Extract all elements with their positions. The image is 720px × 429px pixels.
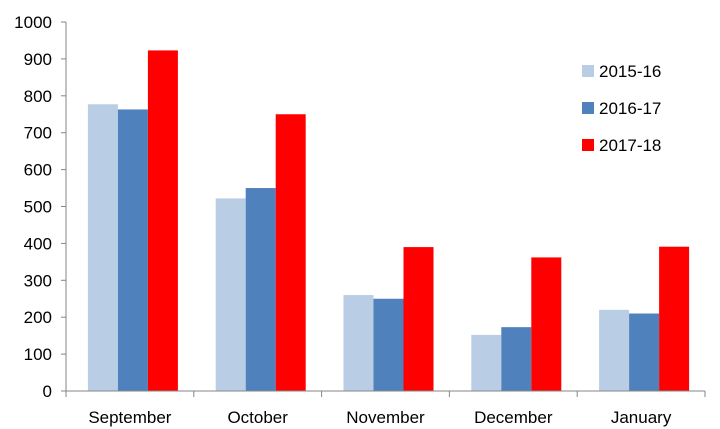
y-tick-label: 200: [24, 308, 52, 327]
bar-2015-16-january: [599, 309, 630, 391]
bar-2016-17-october: [245, 188, 276, 391]
x-tick-label: November: [346, 408, 425, 427]
y-tick-label: 500: [24, 198, 52, 217]
bar-2015-16-october: [215, 198, 246, 391]
legend-swatch: [582, 65, 594, 77]
legend-swatch: [582, 102, 594, 114]
x-tick-label: January: [611, 408, 672, 427]
bar-2016-17-january: [629, 313, 660, 391]
bar-2017-18-october: [275, 114, 306, 391]
bar-2015-16-november: [343, 295, 374, 391]
x-axis-ticks: September October November December January: [65, 391, 706, 427]
y-tick-label: 900: [24, 50, 52, 69]
y-tick-label: 1000: [14, 13, 52, 32]
bar-2017-18-december: [531, 257, 562, 391]
y-tick-label: 0: [43, 382, 52, 401]
legend-swatch: [582, 139, 594, 151]
y-tick-label: 100: [24, 345, 52, 364]
legend-label: 2016-17: [599, 99, 661, 118]
bars-layer: [87, 50, 690, 392]
x-tick-label: October: [227, 408, 288, 427]
y-tick-label: 800: [24, 87, 52, 106]
y-tick-label: 300: [24, 271, 52, 290]
y-tick-label: 700: [24, 124, 52, 143]
bar-2015-16-december: [471, 334, 502, 391]
bar-2015-16-september: [87, 104, 118, 392]
y-axis-ticks: 0 100 200 300 400 500 600 700 800 900 1000: [14, 13, 66, 401]
bar-2017-18-november: [403, 247, 434, 391]
bar-2016-17-september: [117, 109, 148, 391]
legend: 2015-16 2016-17 2017-18: [582, 62, 661, 155]
bar-2017-18-january: [659, 246, 690, 391]
bar-2016-17-december: [501, 327, 532, 391]
y-tick-label: 600: [24, 161, 52, 180]
legend-label: 2017-18: [599, 136, 661, 155]
bar-2017-18-september: [147, 50, 178, 392]
x-tick-label: December: [474, 408, 553, 427]
legend-label: 2015-16: [599, 62, 661, 81]
y-tick-label: 400: [24, 234, 52, 253]
bar-2016-17-november: [373, 298, 404, 391]
x-tick-label: September: [88, 408, 171, 427]
